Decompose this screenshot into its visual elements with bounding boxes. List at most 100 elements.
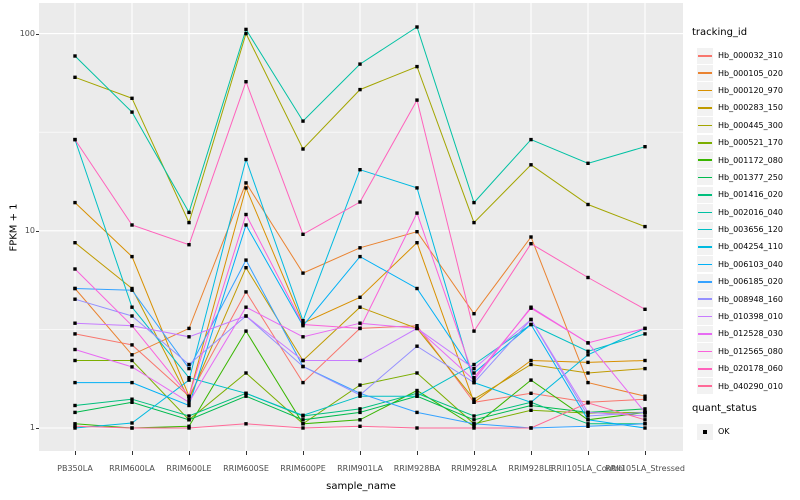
data-point xyxy=(529,235,533,239)
data-point xyxy=(529,137,533,142)
data-point xyxy=(130,353,134,357)
legend-key-Hb_002016_040 xyxy=(697,204,713,221)
data-point xyxy=(586,410,590,415)
legend-key-Hb_000283_150 xyxy=(697,99,713,116)
data-point xyxy=(472,397,476,401)
data-point xyxy=(472,378,476,382)
data-point xyxy=(415,64,419,69)
data-point xyxy=(415,410,419,415)
chart-svg xyxy=(39,3,683,451)
legend-key-line-icon xyxy=(698,298,712,301)
quant-ok-key xyxy=(697,423,713,440)
data-point xyxy=(301,335,305,339)
data-point xyxy=(529,362,533,367)
data-point xyxy=(130,380,134,385)
data-point xyxy=(415,394,419,398)
legend-key-line-icon xyxy=(698,54,712,57)
legend-item-Hb_012565_080: Hb_012565_080 xyxy=(692,343,798,360)
legend-label: Hb_012528_030 xyxy=(718,329,783,339)
data-point xyxy=(358,321,362,325)
data-point xyxy=(643,224,647,229)
legend-key-line-icon xyxy=(698,281,712,283)
data-point xyxy=(244,80,248,84)
data-point xyxy=(244,371,248,375)
data-point xyxy=(643,307,647,311)
legend-key-Hb_001416_020 xyxy=(697,186,713,203)
data-point xyxy=(415,326,419,331)
data-point xyxy=(73,137,77,142)
data-point xyxy=(244,290,248,294)
legend-item-Hb_001377_250: Hb_001377_250 xyxy=(692,169,798,186)
legend-key-line-icon xyxy=(698,107,712,109)
legend-label: Hb_000032_310 xyxy=(718,51,783,61)
data-point xyxy=(187,426,191,430)
data-point xyxy=(529,403,533,408)
data-point xyxy=(472,371,476,375)
data-point xyxy=(586,275,590,280)
data-point xyxy=(586,341,590,345)
legend-item-Hb_006103_040: Hb_006103_040 xyxy=(692,256,798,273)
legend-item-Hb_004254_110: Hb_004254_110 xyxy=(692,238,798,255)
legend-key-Hb_000120_970 xyxy=(697,82,713,99)
data-point xyxy=(643,426,647,430)
data-point xyxy=(586,424,590,428)
data-point xyxy=(529,408,533,412)
x-tick-mark xyxy=(189,451,190,455)
data-point xyxy=(586,161,590,165)
data-point xyxy=(301,232,305,236)
data-point xyxy=(130,400,134,404)
x-tick-label: RRII105LA_Stressed xyxy=(605,464,685,473)
x-tick-label: RRIM600LE xyxy=(166,464,212,473)
legend-key-Hb_006185_020 xyxy=(697,273,713,290)
data-point xyxy=(187,418,191,422)
legend-item-Hb_003656_120: Hb_003656_120 xyxy=(692,221,798,238)
legend-key-Hb_008948_160 xyxy=(697,291,713,308)
legend-label: Hb_000283_150 xyxy=(718,103,783,113)
legend-item-Hb_000032_310: Hb_000032_310 xyxy=(692,47,798,64)
data-point xyxy=(358,393,362,397)
data-point xyxy=(130,305,134,309)
data-point xyxy=(130,365,134,369)
legend-key-line-icon xyxy=(698,368,712,370)
x-tick-label: RRIM901LA xyxy=(337,464,383,473)
data-point xyxy=(301,418,305,422)
data-point xyxy=(472,426,476,430)
data-point xyxy=(244,266,248,270)
legend-key-line-icon xyxy=(698,246,712,248)
data-point xyxy=(643,394,647,398)
legend-key-Hb_000032_310 xyxy=(697,47,713,64)
data-point xyxy=(187,400,191,404)
data-point xyxy=(586,360,590,365)
data-point xyxy=(529,306,533,310)
legend-item-Hb_010398_010: Hb_010398_010 xyxy=(692,308,798,325)
series-points-Hb_040290_010 xyxy=(73,401,647,430)
x-tick-mark xyxy=(360,451,361,455)
legend-label: Hb_040290_010 xyxy=(718,381,783,391)
data-point xyxy=(643,418,647,422)
data-point xyxy=(586,422,590,426)
data-point xyxy=(358,254,362,259)
legend-title-tracking-id: tracking_id xyxy=(692,27,748,38)
x-tick-mark xyxy=(588,451,589,455)
x-tick-mark xyxy=(132,451,133,455)
legend-item-Hb_000445_300: Hb_000445_300 xyxy=(692,117,798,134)
legend-label: Hb_010398_010 xyxy=(718,312,783,322)
data-point xyxy=(73,321,77,325)
data-point xyxy=(358,295,362,299)
series-points-Hb_002016_040 xyxy=(73,25,647,215)
x-tick-label: RRIM928LE xyxy=(508,464,554,473)
data-point xyxy=(643,407,647,411)
legend-item-Hb_012528_030: Hb_012528_030 xyxy=(692,325,798,342)
data-point xyxy=(130,223,134,227)
legend-label: Hb_000105_020 xyxy=(718,68,783,78)
legend-item-Hb_040290_010: Hb_040290_010 xyxy=(692,377,798,395)
black-square-point-icon xyxy=(703,429,707,434)
x-tick-mark xyxy=(474,451,475,455)
data-point xyxy=(472,329,476,333)
legend-label-ok: OK xyxy=(718,427,730,437)
legend-key-Hb_003656_120 xyxy=(697,221,713,238)
legend-label: Hb_003656_120 xyxy=(718,225,783,235)
legend-item-Hb_000105_020: Hb_000105_020 xyxy=(692,64,798,82)
legend-label: Hb_000120_970 xyxy=(718,85,783,95)
data-point xyxy=(472,362,476,367)
